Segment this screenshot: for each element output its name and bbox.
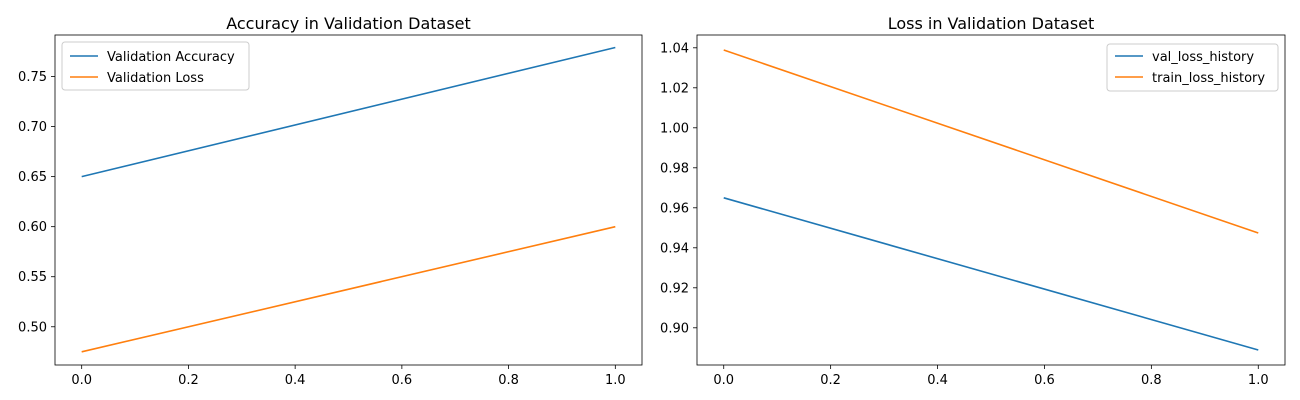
x-tick-label: 1.0 bbox=[1248, 373, 1269, 388]
x-tick-label: 0.8 bbox=[498, 373, 519, 388]
y-axis-ticks: 0.50 0.55 0.60 0.65 0.70 0.75 bbox=[18, 70, 55, 335]
series-lines bbox=[81, 46, 616, 353]
x-tick-label: 0.4 bbox=[927, 373, 948, 388]
y-axis-ticks: 0.90 0.92 0.94 0.96 0.98 1.00 1.02 1.04 bbox=[660, 41, 697, 336]
y-tick-label: 0.94 bbox=[660, 241, 689, 256]
y-tick-label: 0.55 bbox=[18, 270, 47, 285]
x-tick-label: 0.0 bbox=[71, 373, 92, 388]
legend-box bbox=[1106, 43, 1279, 92]
x-tick-label: 0.6 bbox=[1034, 373, 1055, 388]
y-tick-label: 1.04 bbox=[660, 41, 689, 56]
y-tick-label: 0.70 bbox=[18, 120, 47, 135]
x-tick-label: 0.2 bbox=[178, 373, 199, 388]
chart-title: Accuracy in Validation Dataset bbox=[226, 14, 471, 33]
chart-loss: Loss in Validation Dataset 0.0 0.2 0.4 0.6 0… bbox=[660, 14, 1286, 388]
series-lines bbox=[723, 49, 1259, 351]
chart-accuracy: Accuracy in Validation Dataset 0.0 0.2 0.4… bbox=[18, 14, 643, 388]
legend-box bbox=[61, 41, 250, 91]
y-tick-label: 0.96 bbox=[660, 201, 689, 216]
y-tick-label: 0.75 bbox=[18, 70, 47, 85]
legend: val_loss_history train_loss_history bbox=[1106, 43, 1279, 92]
chart-title: Loss in Validation Dataset bbox=[888, 14, 1095, 33]
legend: Validation Accuracy Validation Loss bbox=[61, 41, 250, 91]
y-tick-label: 0.98 bbox=[660, 161, 689, 176]
x-tick-label: 0.4 bbox=[285, 373, 306, 388]
y-tick-label: 0.92 bbox=[660, 281, 689, 296]
series-line-val-loss-history bbox=[723, 197, 1259, 351]
series-line-validation-loss bbox=[81, 225, 616, 353]
y-tick-label: 1.00 bbox=[660, 121, 689, 136]
plot-area-frame bbox=[696, 34, 1286, 366]
x-axis-ticks: 0.0 0.2 0.4 0.6 0.8 1.0 bbox=[713, 365, 1269, 388]
x-tick-label: 0.8 bbox=[1141, 373, 1162, 388]
x-tick-label: 0.2 bbox=[820, 373, 841, 388]
y-tick-label: 0.50 bbox=[18, 320, 47, 335]
legend-label-val-loss-history: val_loss_history bbox=[1152, 50, 1254, 65]
y-tick-label: 0.65 bbox=[18, 170, 47, 185]
legend-label-validation-loss: Validation Loss bbox=[107, 71, 204, 86]
series-line-validation-accuracy bbox=[81, 46, 616, 178]
legend-label-train-loss-history: train_loss_history bbox=[1152, 71, 1265, 86]
x-tick-label: 0.6 bbox=[392, 373, 413, 388]
plot-area-frame bbox=[54, 34, 643, 366]
x-tick-label: 1.0 bbox=[605, 373, 626, 388]
legend-label-validation-accuracy: Validation Accuracy bbox=[107, 50, 235, 65]
y-tick-label: 0.90 bbox=[660, 321, 689, 336]
x-tick-label: 0.0 bbox=[713, 373, 734, 388]
y-tick-label: 1.02 bbox=[660, 81, 689, 96]
y-tick-label: 0.60 bbox=[18, 220, 47, 235]
x-axis-ticks: 0.0 0.2 0.4 0.6 0.8 1.0 bbox=[71, 365, 626, 388]
series-line-train-loss-history bbox=[723, 49, 1259, 234]
